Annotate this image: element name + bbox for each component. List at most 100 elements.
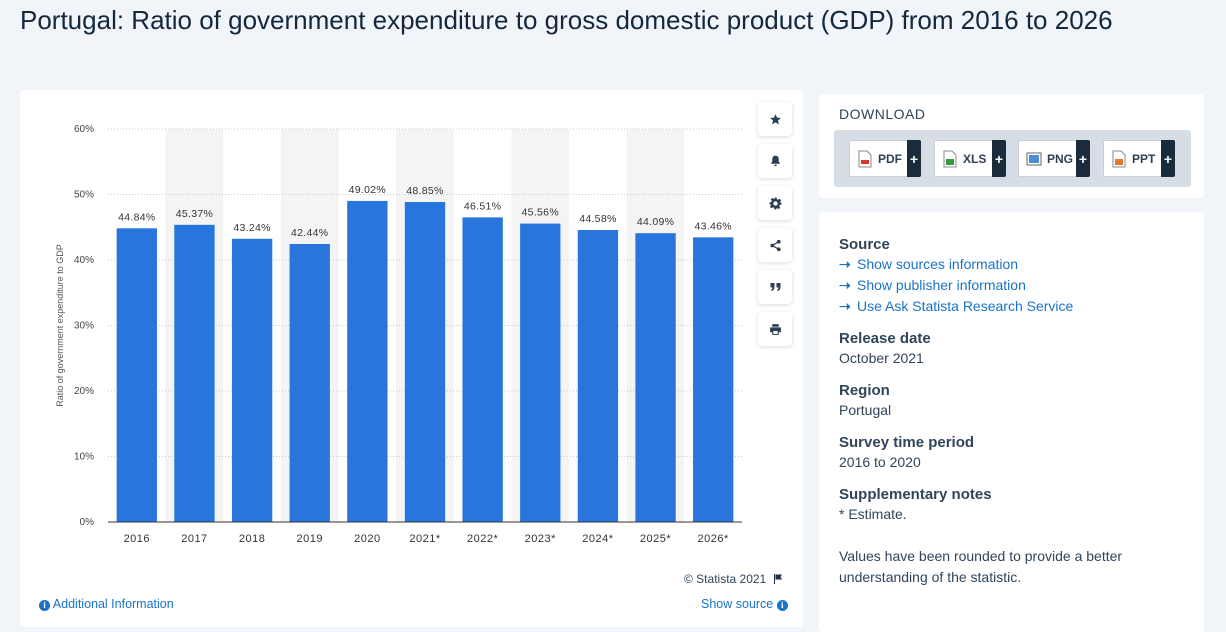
supplementary-notes-heading: Supplementary notes <box>839 486 992 503</box>
data-label: 44.09% <box>637 216 674 228</box>
bar <box>289 244 330 522</box>
x-tick-label: 2018 <box>239 533 265 545</box>
bar-chart: 0% 10% 20% 30% 40% 50% 60% 44.84% 2016 45.37% 2017… <box>55 124 742 545</box>
xls-label: XLS <box>963 151 987 166</box>
bar <box>693 237 734 522</box>
arrow-right-icon: ➝ <box>839 298 851 314</box>
data-label: 45.37% <box>176 208 213 220</box>
data-label: 49.02% <box>349 184 386 196</box>
star-icon <box>769 113 781 124</box>
download-xls-plus[interactable]: + <box>992 140 1006 177</box>
pdf-file-icon <box>858 150 872 167</box>
share-icon <box>769 239 781 251</box>
x-tick-label: 2021* <box>409 533 440 545</box>
data-label: 45.56% <box>522 207 559 219</box>
chart-card: 0% 10% 20% 30% 40% 50% 60% 44.84% 2016 45.37% 2017… <box>20 90 803 627</box>
show-source-link[interactable]: Show source i <box>701 597 788 611</box>
supplementary-notes-value: * Estimate. <box>839 506 907 522</box>
settings-button[interactable] <box>758 186 792 220</box>
bar <box>231 238 273 522</box>
quote-icon <box>770 283 780 291</box>
png-file-icon <box>1026 152 1042 165</box>
download-png-plus[interactable]: + <box>1076 140 1090 177</box>
download-ppt-plus[interactable]: + <box>1161 140 1175 177</box>
copyright-label: © Statista 2021 <box>684 572 767 586</box>
data-label: 42.44% <box>291 227 328 239</box>
release-date-value: October 2021 <box>839 350 924 366</box>
x-tick-label: 2017 <box>181 533 207 545</box>
ppt-label: PPT <box>1132 151 1156 166</box>
info-panel: Source ➝ Show sources information ➝ Show p… <box>819 212 1204 632</box>
xls-file-icon <box>943 150 957 167</box>
survey-period-heading: Survey time period <box>839 434 975 451</box>
data-label: 43.46% <box>694 220 731 232</box>
show-publisher-label: Show publisher information <box>857 277 1026 293</box>
show-sources-label: Show sources information <box>857 256 1019 272</box>
download-bar: PDF + XLS + PNG + PPT + <box>834 130 1191 187</box>
bar <box>116 228 157 522</box>
show-publisher-link[interactable]: ➝ Show publisher information <box>839 275 1189 296</box>
x-tick-label: 2023* <box>525 533 556 545</box>
y-axis-title: Ratio of government expenditure to GDP <box>55 244 65 407</box>
bar <box>635 233 676 522</box>
bell-icon <box>770 155 780 167</box>
arrow-right-icon: ➝ <box>839 277 851 293</box>
show-source-label: Show source <box>701 597 774 611</box>
x-tick-label: 2022* <box>467 533 498 545</box>
source-heading: Source <box>839 236 890 253</box>
y-tick-label: 40% <box>74 255 94 266</box>
bar <box>404 202 446 522</box>
copyright-text: © Statista 2021 <box>684 572 784 586</box>
data-label: 48.85% <box>406 185 443 197</box>
flag-icon <box>773 574 782 584</box>
gear-icon <box>769 197 781 209</box>
download-panel: DOWNLOAD PDF + XLS + PNG + PPT + <box>819 94 1204 198</box>
survey-period-value: 2016 to 2020 <box>839 454 921 470</box>
y-tick-label: 10% <box>74 452 94 463</box>
rounding-note: Values have been rounded to provide a be… <box>839 548 1123 585</box>
y-tick-label: 0% <box>80 517 95 528</box>
bar <box>520 223 561 522</box>
bar <box>347 200 388 522</box>
x-tick-label: 2020 <box>354 533 380 545</box>
x-tick-label: 2019 <box>296 533 322 545</box>
y-tick-label: 20% <box>74 386 94 397</box>
download-title: DOWNLOAD <box>839 106 926 122</box>
download-pdf-plus[interactable]: + <box>907 140 921 177</box>
additional-information-link[interactable]: i Additional Information <box>39 597 174 611</box>
data-label: 44.58% <box>579 213 616 225</box>
data-label: 43.24% <box>233 222 270 234</box>
x-tick-label: 2025* <box>640 533 671 545</box>
y-tick-label: 60% <box>74 124 94 135</box>
png-label: PNG <box>1047 151 1074 166</box>
release-date-heading: Release date <box>839 330 931 347</box>
bar <box>577 230 619 522</box>
cite-button[interactable] <box>758 270 792 304</box>
print-button[interactable] <box>758 312 792 346</box>
ask-statista-link[interactable]: ➝ Use Ask Statista Research Service <box>839 296 1189 317</box>
region-heading: Region <box>839 382 890 399</box>
share-button[interactable] <box>758 228 792 262</box>
ppt-file-icon <box>1112 150 1126 167</box>
info-icon: i <box>776 600 788 611</box>
x-tick-label: 2016 <box>124 533 150 545</box>
pdf-label: PDF <box>878 151 902 166</box>
favorite-button[interactable] <box>758 102 792 136</box>
bar <box>462 217 503 522</box>
additional-information-label: Additional Information <box>52 597 174 611</box>
show-sources-link[interactable]: ➝ Show sources information <box>839 254 1189 275</box>
region-value: Portugal <box>839 402 892 418</box>
arrow-right-icon: ➝ <box>839 256 851 272</box>
notification-button[interactable] <box>758 144 792 178</box>
ask-statista-label: Use Ask Statista Research Service <box>857 298 1074 314</box>
y-tick-label: 30% <box>74 321 94 332</box>
page-title: Portugal: Ratio of government expenditur… <box>20 5 1113 35</box>
x-tick-label: 2026* <box>698 533 729 545</box>
x-tick-label: 2024* <box>582 533 613 545</box>
y-tick-label: 50% <box>74 190 94 201</box>
data-label: 44.84% <box>118 211 155 223</box>
info-icon: i <box>39 600 50 611</box>
chart-toolbar <box>758 102 792 354</box>
bar <box>174 224 215 522</box>
print-icon <box>769 323 781 335</box>
